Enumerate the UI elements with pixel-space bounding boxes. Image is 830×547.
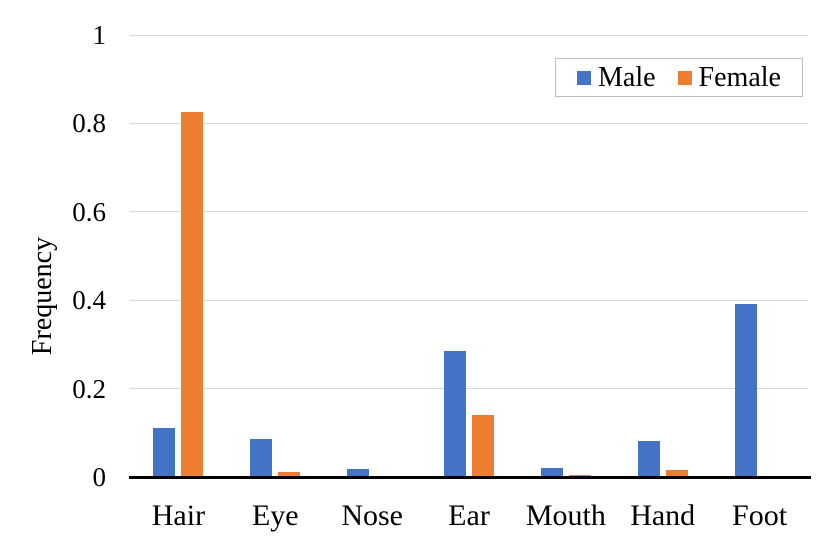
y-tick-label-1: 1 [92,20,107,50]
bar-male-nose [347,469,369,477]
bar-male-mouth [541,468,563,477]
x-tick-label-eye: Eye [251,499,299,532]
legend-item-female: Female [677,61,781,94]
bar-male-foot [735,304,757,477]
bar-female-eye [278,472,300,477]
bar-male-hand [638,441,660,477]
legend-label-female: Female [698,61,781,93]
bar-female-hair [181,112,203,477]
x-tick-label-hair: Hair [151,499,206,532]
female-series-swatch-icon [677,70,692,85]
y-tick-label-0: 0 [92,462,107,492]
y-tick-label-0.2: 0.2 [72,373,106,404]
gridline-0.4 [130,299,808,301]
x-axis-line [129,476,811,479]
legend-item-male: Male [577,62,656,94]
bar-male-ear [444,351,466,477]
gridline-0.8 [130,122,808,124]
gridline-0.6 [130,211,808,213]
male-series-swatch-icon [577,70,592,85]
x-tick-label-mouth: Mouth [525,499,606,532]
x-tick-label-ear: Ear [448,499,490,532]
bar-female-hand [666,470,688,477]
y-tick-label-0.4: 0.4 [72,285,106,316]
gridline-1 [130,34,808,36]
x-tick-label-hand: Hand [630,499,696,532]
y-tick-label-0.8: 0.8 [72,108,106,139]
x-tick-label-foot: Foot [732,499,788,532]
bar-female-ear [472,415,494,477]
x-tick-label-nose: Nose [341,499,403,532]
bar-male-eye [250,439,272,477]
legend: Male Female [555,58,803,97]
y-tick-label-0.6: 0.6 [72,196,106,227]
gridline-0.2 [130,388,808,390]
bar-male-hair [153,428,175,477]
legend-label-male: Male [598,61,656,93]
